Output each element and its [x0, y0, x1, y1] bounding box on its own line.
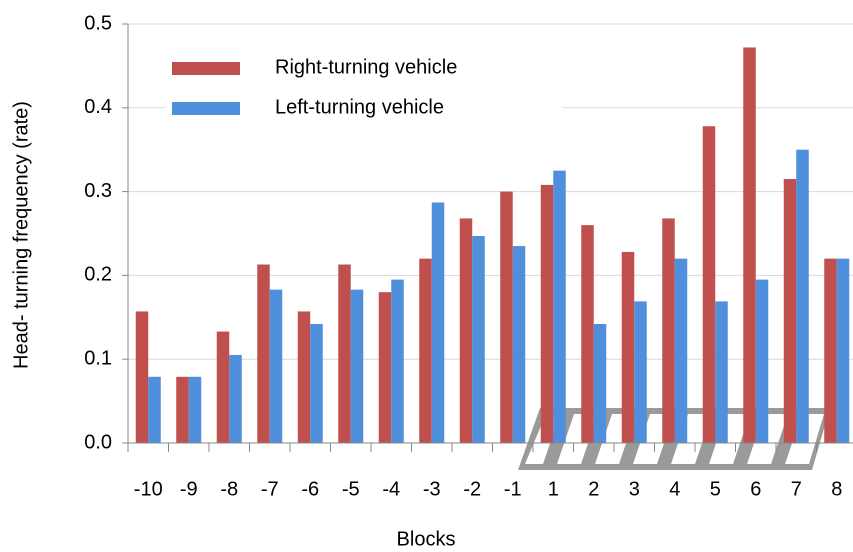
bar — [189, 377, 202, 443]
bar — [500, 192, 513, 443]
bar — [675, 259, 688, 443]
x-tick-label: 3 — [629, 478, 640, 500]
bar — [148, 377, 161, 443]
y-tick-label: 0.0 — [84, 431, 112, 453]
bar — [634, 301, 647, 443]
y-axis-title: Head- turning frequency (rate) — [10, 101, 32, 369]
bar — [837, 259, 850, 443]
bar — [136, 311, 149, 443]
y-tick-label: 0.5 — [84, 12, 112, 34]
x-tick-label: -5 — [342, 478, 360, 500]
bar — [419, 259, 432, 443]
bar — [784, 179, 797, 443]
bar — [257, 265, 270, 443]
bar — [756, 280, 769, 443]
x-axis-title: Blocks — [397, 528, 456, 550]
x-tick-label: -7 — [261, 478, 279, 500]
x-tick-label: -10 — [134, 478, 163, 500]
legend-label: Left-turning vehicle — [275, 96, 444, 118]
x-tick-label: 2 — [588, 478, 599, 500]
x-tick-label: 8 — [831, 478, 842, 500]
bar — [594, 324, 607, 443]
x-tick-label: -9 — [180, 478, 198, 500]
bar — [391, 280, 404, 443]
x-tick-label: -1 — [504, 478, 522, 500]
bar — [824, 259, 837, 443]
bar — [379, 292, 392, 443]
chart: Blocks Head- turning frequency (rate) 0.… — [0, 0, 853, 552]
bar — [298, 311, 311, 443]
bar — [541, 185, 554, 443]
bar — [338, 265, 351, 443]
x-tick-label: -2 — [463, 478, 481, 500]
x-tick-label: -8 — [220, 478, 238, 500]
bar — [310, 324, 323, 443]
x-tick-label: 1 — [548, 478, 559, 500]
x-tick-label: -4 — [382, 478, 400, 500]
x-tick-label: -6 — [301, 478, 319, 500]
bar — [176, 377, 189, 443]
legend-swatch — [172, 62, 240, 75]
x-tick-label: 6 — [750, 478, 761, 500]
bar — [472, 236, 485, 443]
bar — [715, 301, 728, 443]
y-tick-label: 0.2 — [84, 264, 112, 286]
bar — [622, 252, 635, 443]
bar — [796, 150, 809, 443]
bar — [553, 171, 566, 443]
bar — [662, 218, 675, 443]
bar — [743, 47, 756, 443]
x-tick-label: 7 — [791, 478, 802, 500]
legend-label: Right-turning vehicle — [275, 56, 457, 78]
bar — [460, 218, 473, 443]
bar — [432, 202, 445, 443]
bar — [229, 355, 242, 443]
x-tick-label: 5 — [710, 478, 721, 500]
bar — [581, 225, 594, 443]
bar — [513, 246, 526, 443]
y-tick-label: 0.3 — [84, 180, 112, 202]
bar — [351, 290, 364, 443]
y-tick-label: 0.4 — [84, 96, 112, 118]
y-tick-label: 0.1 — [84, 347, 112, 369]
x-tick-label: -3 — [423, 478, 441, 500]
bar — [217, 332, 230, 443]
x-tick-label: 4 — [669, 478, 680, 500]
legend-swatch — [172, 102, 240, 115]
bar — [703, 126, 716, 443]
bar — [270, 290, 283, 443]
